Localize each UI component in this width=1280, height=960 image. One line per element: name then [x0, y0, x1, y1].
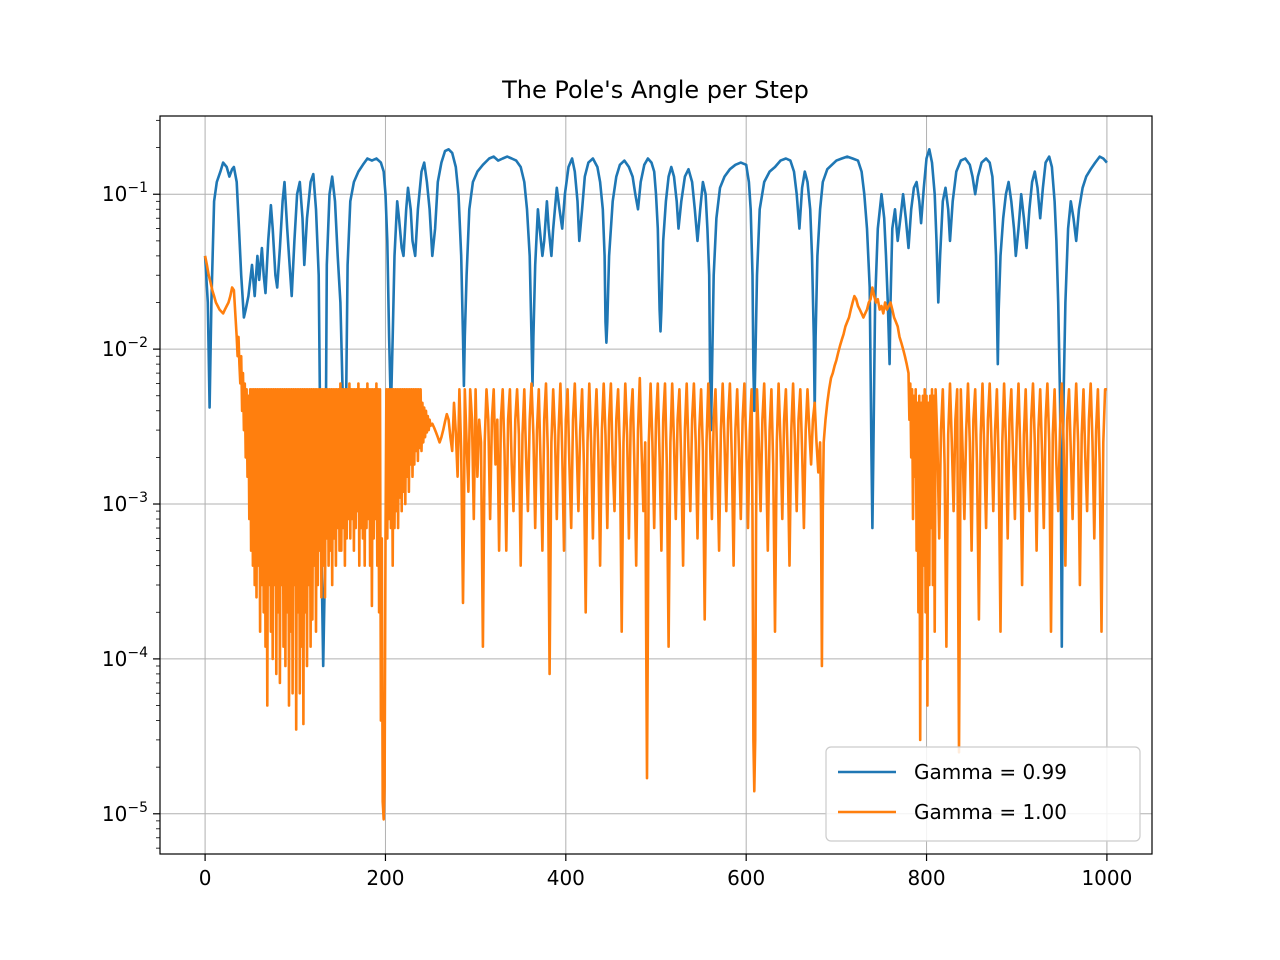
plot-frame: [159, 115, 1153, 855]
series-line-gamma-099: [203, 148, 1108, 668]
y-tick-exponent: −5: [127, 800, 148, 816]
y-tick-label: 10−4: [102, 645, 148, 671]
x-tick-label: 1000: [1081, 866, 1132, 890]
y-tick-base: 10: [102, 182, 127, 206]
plot-area: [203, 148, 1108, 821]
y-tick-base: 10: [102, 337, 127, 361]
legend: Gamma = 0.99 Gamma = 1.00: [825, 746, 1141, 842]
x-tick-label: 800: [907, 866, 945, 890]
y-tick-exponent: −3: [127, 490, 148, 506]
chart-title: The Pole's Angle per Step: [501, 76, 809, 104]
y-tick-base: 10: [102, 802, 127, 826]
y-tick-base: 10: [102, 647, 127, 671]
legend-label: Gamma = 1.00: [914, 800, 1067, 824]
y-tick-label: 10−3: [102, 490, 148, 516]
x-tick-label: 0: [199, 866, 212, 890]
y-tick-exponent: −4: [127, 645, 148, 661]
y-tick-exponent: −1: [127, 180, 148, 196]
legend-box: [825, 746, 1141, 842]
y-tick-base: 10: [102, 492, 127, 516]
y-tick-exponent: −2: [127, 335, 148, 351]
y-tick-label: 10−1: [102, 180, 148, 206]
legend-label: Gamma = 0.99: [914, 760, 1067, 784]
x-tick-label: 400: [547, 866, 585, 890]
x-tick-label: 200: [366, 866, 404, 890]
y-tick-label: 10−2: [102, 335, 148, 361]
y-tick-label: 10−5: [102, 800, 148, 826]
series-line-gamma-100: [203, 255, 1107, 821]
x-tick-label: 600: [727, 866, 765, 890]
